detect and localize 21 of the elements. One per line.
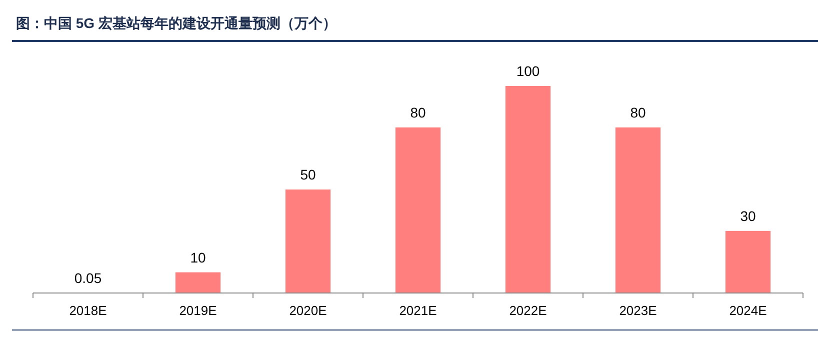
x-tick-label: 2023E (619, 303, 658, 318)
bar (285, 190, 331, 293)
x-tick-label: 2019E (179, 303, 218, 318)
data-label: 30 (740, 208, 756, 224)
x-tick-label: 2020E (289, 303, 328, 318)
x-tick-label: 2024E (729, 303, 768, 318)
bar (175, 272, 221, 293)
data-label: 0.05 (74, 270, 102, 286)
x-tick-label: 2021E (399, 303, 438, 318)
bar (725, 230, 771, 293)
data-label: 80 (410, 104, 426, 120)
data-label: 50 (300, 166, 316, 182)
data-label: 10 (190, 249, 206, 266)
x-tick-label: 2018E (69, 303, 108, 318)
bar (505, 86, 551, 293)
bar (395, 127, 441, 293)
bar (615, 127, 661, 293)
chart-title: 图：中国 5G 宏基站每年的建设开通量预测（万个） (16, 15, 336, 31)
x-tick-label: 2022E (509, 303, 548, 318)
data-label: 80 (630, 104, 646, 120)
data-label: 100 (516, 63, 540, 79)
